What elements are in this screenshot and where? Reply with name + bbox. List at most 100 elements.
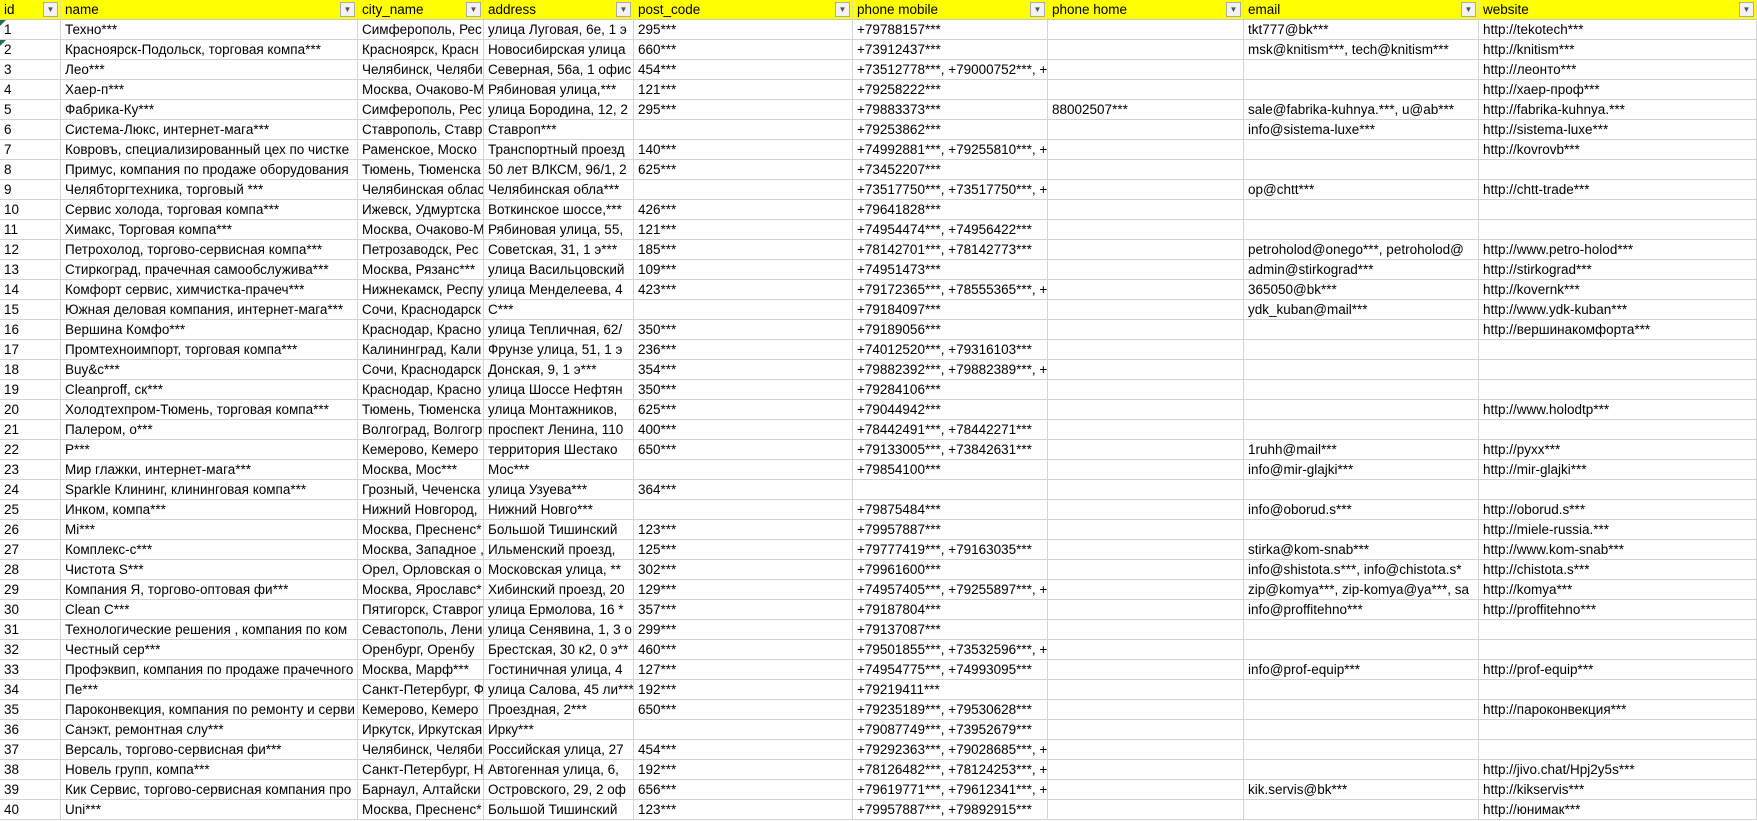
cell-city_name[interactable]: Москва, Рязанс*** <box>358 260 484 280</box>
cell-phone_home[interactable] <box>1048 640 1244 660</box>
filter-dropdown-icon[interactable]: ▼ <box>1739 2 1754 17</box>
cell-post_code[interactable] <box>634 500 853 520</box>
cell-id[interactable]: 9 <box>0 180 61 200</box>
cell-city_name[interactable]: Ижевск, Удмуртска <box>358 200 484 220</box>
cell-id[interactable]: 34 <box>0 680 61 700</box>
cell-phone_mobile[interactable]: +79882392***, +79882389***, +7 <box>853 360 1048 380</box>
cell-email[interactable]: msk@knitism***, tech@knitism*** <box>1244 40 1479 60</box>
cell-address[interactable]: Ильменский проезд, <box>484 540 634 560</box>
cell-city_name[interactable]: Москва, Очаково-М <box>358 220 484 240</box>
cell-email[interactable]: info@oborud.s*** <box>1244 500 1479 520</box>
cell-city_name[interactable]: Москва, Мос*** <box>358 460 484 480</box>
cell-address[interactable]: улица Узуева*** <box>484 480 634 500</box>
cell-address[interactable]: Донская, 9, 1 э*** <box>484 360 634 380</box>
cell-email[interactable]: info@prof-equip*** <box>1244 660 1479 680</box>
cell-post_code[interactable]: 121*** <box>634 220 853 240</box>
cell-email[interactable] <box>1244 680 1479 700</box>
cell-phone_mobile[interactable]: +73512778***, +79000752***, +7 <box>853 60 1048 80</box>
cell-post_code[interactable]: 192*** <box>634 760 853 780</box>
cell-post_code[interactable]: 236*** <box>634 340 853 360</box>
cell-address[interactable]: Ставроп*** <box>484 120 634 140</box>
filter-dropdown-icon[interactable]: ▼ <box>340 2 355 17</box>
cell-phone_mobile[interactable] <box>853 480 1048 500</box>
cell-name[interactable]: Clean C*** <box>61 600 358 620</box>
cell-phone_home[interactable] <box>1048 260 1244 280</box>
cell-phone_home[interactable] <box>1048 200 1244 220</box>
cell-website[interactable]: http://chtt-trade*** <box>1479 180 1757 200</box>
cell-phone_mobile[interactable]: +78142701***, +78142773*** <box>853 240 1048 260</box>
cell-email[interactable] <box>1244 140 1479 160</box>
cell-phone_mobile[interactable]: +73912437*** <box>853 40 1048 60</box>
cell-email[interactable] <box>1244 380 1479 400</box>
filter-dropdown-icon[interactable]: ▼ <box>1226 2 1241 17</box>
cell-phone_home[interactable] <box>1048 340 1244 360</box>
cell-email[interactable] <box>1244 800 1479 820</box>
cell-phone_home[interactable] <box>1048 360 1244 380</box>
cell-id[interactable]: 22 <box>0 440 61 460</box>
cell-address[interactable]: Мос*** <box>484 460 634 480</box>
cell-post_code[interactable]: 650*** <box>634 440 853 460</box>
cell-id[interactable]: 10 <box>0 200 61 220</box>
cell-website[interactable]: http://www.holodtp*** <box>1479 400 1757 420</box>
cell-phone_mobile[interactable]: +79137087*** <box>853 620 1048 640</box>
cell-email[interactable] <box>1244 60 1479 80</box>
cell-id[interactable]: 14 <box>0 280 61 300</box>
cell-email[interactable]: info@sistema-luxe*** <box>1244 120 1479 140</box>
cell-city_name[interactable]: Челябинская облас <box>358 180 484 200</box>
cell-address[interactable]: улица Луговая, 6е, 1 э <box>484 20 634 40</box>
cell-website[interactable]: http://kikservis*** <box>1479 780 1757 800</box>
cell-post_code[interactable]: 357*** <box>634 600 853 620</box>
cell-id[interactable]: 38 <box>0 760 61 780</box>
cell-name[interactable]: Сервис холода, торговая компа*** <box>61 200 358 220</box>
cell-id[interactable]: 16 <box>0 320 61 340</box>
filter-dropdown-icon[interactable]: ▼ <box>616 2 631 17</box>
cell-id[interactable]: 36 <box>0 720 61 740</box>
filter-dropdown-icon[interactable]: ▼ <box>1461 2 1476 17</box>
cell-phone_mobile[interactable]: +73517750***, +73517750***, +7 <box>853 180 1048 200</box>
cell-phone_mobile[interactable]: +79883373*** <box>853 100 1048 120</box>
cell-website[interactable] <box>1479 680 1757 700</box>
cell-email[interactable] <box>1244 420 1479 440</box>
cell-website[interactable]: http://sistema-luxe*** <box>1479 120 1757 140</box>
cell-phone_home[interactable] <box>1048 380 1244 400</box>
cell-phone_mobile[interactable]: +79189056*** <box>853 320 1048 340</box>
cell-address[interactable]: Транспортный проезд <box>484 140 634 160</box>
cell-phone_home[interactable] <box>1048 600 1244 620</box>
cell-id[interactable]: 27 <box>0 540 61 560</box>
cell-city_name[interactable]: Ставрополь, Ставр <box>358 120 484 140</box>
cell-name[interactable]: Стиркоград, прачечная самообслужива*** <box>61 260 358 280</box>
cell-website[interactable]: http://www.kom-snab*** <box>1479 540 1757 560</box>
cell-post_code[interactable] <box>634 460 853 480</box>
cell-phone_home[interactable] <box>1048 240 1244 260</box>
cell-post_code[interactable]: 123*** <box>634 520 853 540</box>
cell-phone_home[interactable] <box>1048 180 1244 200</box>
cell-name[interactable]: Промтехноимпорт, торговая компа*** <box>61 340 358 360</box>
cell-city_name[interactable]: Санкт-Петербург, Ф <box>358 680 484 700</box>
cell-phone_home[interactable] <box>1048 320 1244 340</box>
cell-post_code[interactable]: 295*** <box>634 20 853 40</box>
cell-email[interactable] <box>1244 320 1479 340</box>
cell-city_name[interactable]: Оренбург, Оренбу <box>358 640 484 660</box>
cell-id[interactable]: 8 <box>0 160 61 180</box>
cell-phone_mobile[interactable]: +79641828*** <box>853 200 1048 220</box>
cell-address[interactable]: Северная, 56а, 1 офис <box>484 60 634 80</box>
cell-website[interactable]: http://chistota.s*** <box>1479 560 1757 580</box>
cell-email[interactable] <box>1244 220 1479 240</box>
cell-phone_mobile[interactable]: +79961600*** <box>853 560 1048 580</box>
cell-address[interactable]: Новосибирская улица <box>484 40 634 60</box>
cell-phone_home[interactable] <box>1048 760 1244 780</box>
cell-address[interactable]: Рябиновая улица,*** <box>484 80 634 100</box>
cell-website[interactable]: http://mir-glajki*** <box>1479 460 1757 480</box>
cell-phone_mobile[interactable]: +79172365***, +78555365***, +7 <box>853 280 1048 300</box>
cell-city_name[interactable]: Барнаул, Алтайски <box>358 780 484 800</box>
cell-name[interactable]: Санэкт, ремонтная слу*** <box>61 720 358 740</box>
cell-address[interactable]: улица Монтажников, <box>484 400 634 420</box>
cell-email[interactable]: info@mir-glajki*** <box>1244 460 1479 480</box>
cell-website[interactable] <box>1479 720 1757 740</box>
cell-id[interactable]: 11 <box>0 220 61 240</box>
cell-address[interactable]: Советская, 31, 1 э*** <box>484 240 634 260</box>
cell-website[interactable]: http://пароконвекция*** <box>1479 700 1757 720</box>
filter-dropdown-icon[interactable]: ▼ <box>466 2 481 17</box>
cell-email[interactable]: zip@komya***, zip-komya@ya***, sa <box>1244 580 1479 600</box>
cell-id[interactable]: 39 <box>0 780 61 800</box>
